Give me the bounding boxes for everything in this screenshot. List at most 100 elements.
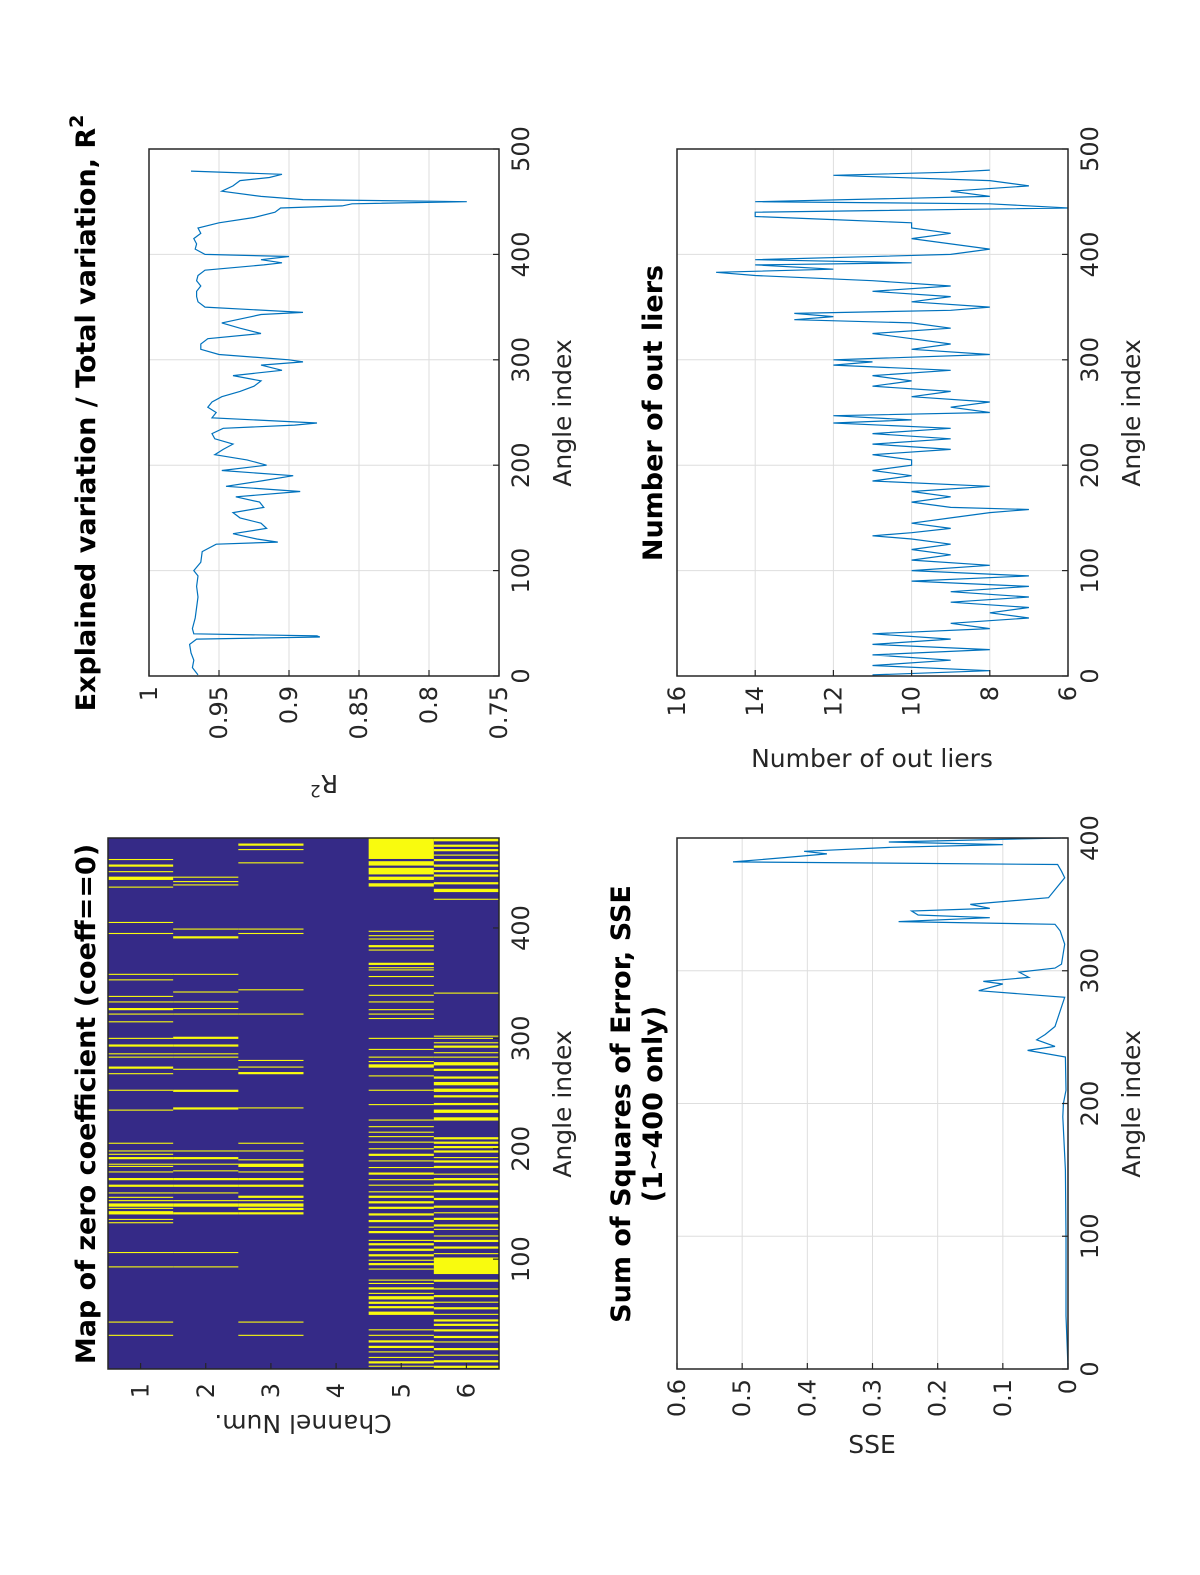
zero-cell xyxy=(433,1150,500,1153)
zero-cell xyxy=(108,1218,174,1220)
zero-cell xyxy=(433,849,500,852)
y-tick-label: 0.95 xyxy=(205,686,233,739)
sse-title: Sum of Squares of Error, SSE xyxy=(606,885,637,1323)
zero-cell xyxy=(108,1178,174,1181)
zero-cell xyxy=(433,854,500,856)
zero-cell xyxy=(368,883,434,887)
heatmap-background xyxy=(108,838,499,1369)
zero-cell xyxy=(108,1021,174,1023)
zero-cell xyxy=(433,1307,500,1310)
zero-cell xyxy=(108,973,174,975)
zero-cell xyxy=(433,1165,500,1169)
zero-cell xyxy=(173,1053,239,1055)
zero-cell xyxy=(238,932,304,935)
zero-cell xyxy=(368,1351,434,1353)
zero-cell xyxy=(433,1224,500,1227)
zero-cell xyxy=(108,1203,174,1207)
x-tick-label: 500 xyxy=(507,126,535,172)
zero-cell xyxy=(108,1222,174,1224)
zero-cell xyxy=(433,1319,500,1322)
zero-cell xyxy=(238,1150,304,1152)
zero-cell xyxy=(108,1066,174,1069)
zero-cell xyxy=(433,1141,500,1144)
zero-cell xyxy=(108,1184,174,1187)
zero-coefficient-map-axes: Map of zero coefficient (coeff==0) 100 20… xyxy=(71,837,577,1438)
zero-cell xyxy=(108,1334,174,1336)
zero-cell xyxy=(108,1192,174,1194)
zero-cell xyxy=(368,1268,434,1270)
zero-cell xyxy=(238,849,304,851)
zero-cell xyxy=(108,1037,174,1039)
r-squared-title-text: Explained variation / Total variation, R xyxy=(71,128,102,712)
angle-tick-label: 200 xyxy=(507,1126,535,1172)
y-tick-label: 12 xyxy=(819,686,847,717)
r-squared-ylabel-text: R xyxy=(321,769,338,798)
zero-map-cells xyxy=(108,837,500,1369)
x-tick-label: 500 xyxy=(1076,126,1104,172)
zero-cell xyxy=(433,992,500,994)
zero-cell xyxy=(433,1190,500,1193)
zero-cell xyxy=(238,1013,304,1015)
zero-cell xyxy=(368,1166,434,1169)
y-tick-label: 0.4 xyxy=(793,1379,821,1417)
zero-cell xyxy=(173,1068,239,1070)
channel-tick-label: 1 xyxy=(127,1383,155,1398)
zero-cell xyxy=(238,1321,304,1323)
zero-cell xyxy=(108,1165,174,1167)
r-squared-axes: Explained variation / Total variation, R… xyxy=(66,115,577,800)
x-tick-label: 300 xyxy=(1076,337,1104,383)
zero-cell xyxy=(238,928,304,930)
y-tick-label: 14 xyxy=(741,686,769,717)
zero-cell xyxy=(173,1089,239,1092)
zero-cell xyxy=(108,871,174,873)
zero-cell xyxy=(108,921,174,924)
zero-map-angle-ticks: 100 200 300 400 xyxy=(493,905,535,1282)
zero-cell xyxy=(433,1228,500,1230)
zero-cell xyxy=(173,1200,239,1202)
r-squared-x-ticks: 0 100 200 300 400 500 xyxy=(493,126,535,684)
x-tick-label: 100 xyxy=(507,548,535,594)
zero-cell xyxy=(368,876,434,880)
zero-cell xyxy=(173,1056,239,1058)
zero-cell xyxy=(368,1345,434,1349)
zero-cell xyxy=(433,1323,500,1326)
zero-cell xyxy=(108,886,174,888)
zero-cell xyxy=(433,1341,500,1343)
zero-cell xyxy=(368,1064,434,1068)
zero-cell xyxy=(368,1075,434,1077)
x-tick-label: 200 xyxy=(1076,1081,1104,1127)
zero-cell xyxy=(433,898,500,900)
zero-cell xyxy=(368,1287,434,1290)
zero-cell xyxy=(433,1095,500,1098)
zero-cell xyxy=(368,837,434,859)
zero-cell xyxy=(238,1212,304,1215)
zero-cell xyxy=(238,1072,304,1075)
zero-cell xyxy=(238,1066,304,1068)
y-tick-label: 0.9 xyxy=(275,686,303,724)
zero-cell xyxy=(238,1159,304,1161)
zero-cell xyxy=(368,935,434,937)
zero-cell xyxy=(173,1008,239,1010)
zero-cell xyxy=(173,1203,239,1207)
zero-cell xyxy=(368,1148,434,1150)
zero-cell xyxy=(433,1212,500,1214)
angle-tick-label: 400 xyxy=(507,905,535,951)
outliers-grid xyxy=(676,148,1069,677)
zero-cell xyxy=(173,991,239,993)
zero-cell xyxy=(173,1107,239,1110)
x-tick-label: 200 xyxy=(507,442,535,488)
zero-cell xyxy=(173,1212,239,1215)
zero-cell xyxy=(433,1102,500,1106)
zero-cell xyxy=(173,936,239,939)
x-tick-label: 0 xyxy=(1076,1361,1104,1376)
zero-cell xyxy=(433,1062,500,1066)
zero-cell xyxy=(433,1217,500,1220)
zero-cell xyxy=(238,1171,304,1173)
zero-cell xyxy=(108,1251,174,1254)
zero-cell xyxy=(433,837,500,842)
zero-cell xyxy=(238,1163,304,1167)
zero-cell xyxy=(173,881,239,883)
zero-cell xyxy=(108,1150,174,1152)
